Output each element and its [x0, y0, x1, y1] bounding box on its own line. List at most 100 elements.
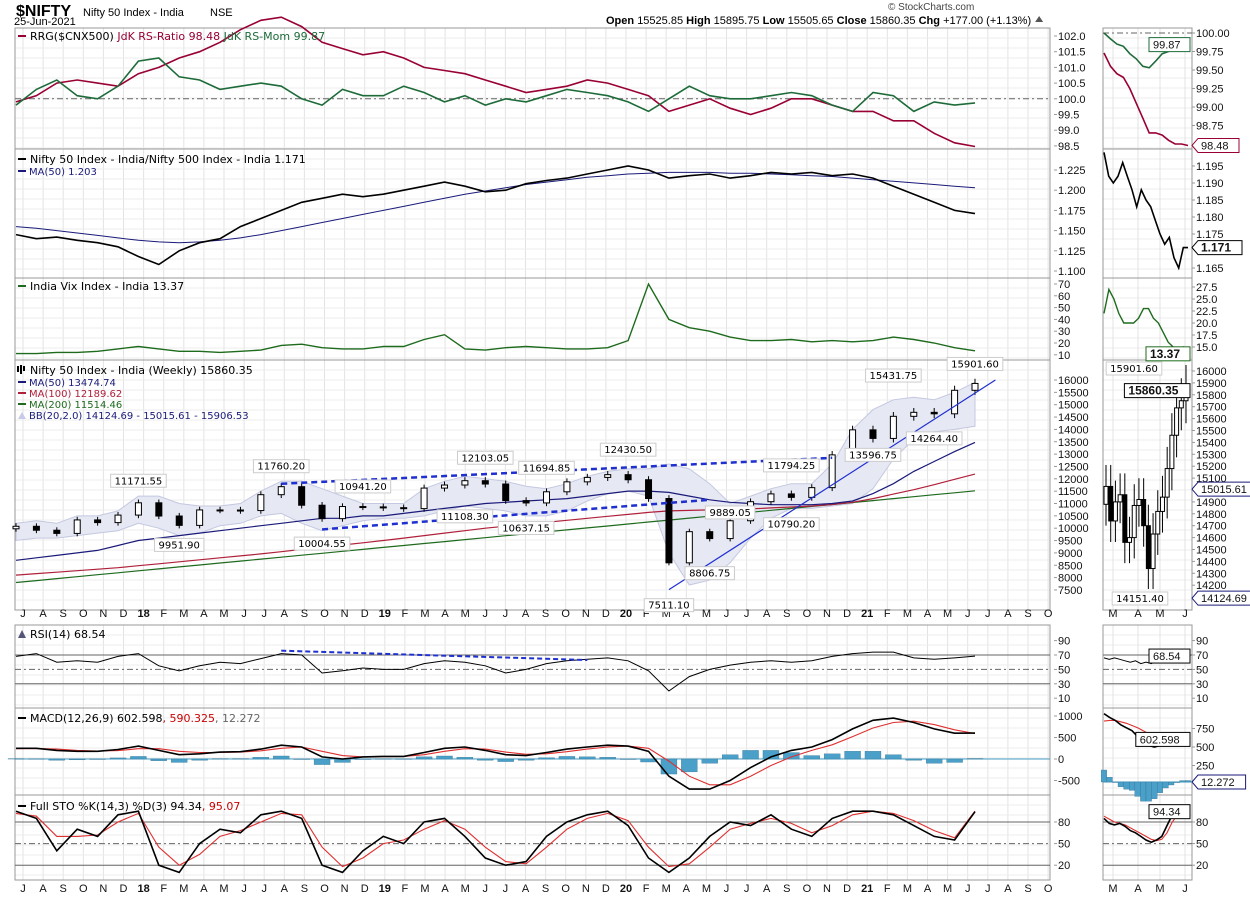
y-tick-label: 102.0 — [1058, 31, 1086, 43]
side-price-candle — [1108, 485, 1114, 522]
legend-swatch-vix — [18, 285, 26, 287]
price-tag: 15015.61 — [1201, 484, 1247, 496]
trendline[interactable] — [321, 498, 710, 531]
price-candle — [236, 509, 244, 512]
price-annotation: 15431.75 — [870, 371, 918, 382]
y-tick-label: 30 — [1058, 326, 1070, 338]
x-tick-label: S — [301, 883, 308, 895]
x-tick-label: J — [724, 608, 730, 620]
price-candle — [767, 493, 775, 503]
macd-hist-tag: 12.272 — [1201, 777, 1235, 789]
chg-value: +177.00 (+1.13%) — [943, 15, 1031, 27]
rs-ratio-line — [15, 16, 976, 148]
price-annotation: 10637.15 — [502, 523, 550, 534]
x-tick-label: F — [884, 608, 891, 620]
x-tick-label: D — [602, 608, 610, 620]
y-tick-label: 1.200 — [1058, 185, 1086, 197]
price-annotation: 12430.50 — [604, 445, 652, 456]
x-tick-label: J — [20, 883, 26, 895]
x-tick-label: O — [79, 608, 88, 620]
y-tick-label: 11000 — [1058, 499, 1088, 511]
y-tick-label: 16000 — [1058, 375, 1089, 387]
x-tick-label: A — [924, 883, 932, 895]
side-macd-histogram-bar — [1117, 781, 1124, 787]
price-annotation: 14264.40 — [910, 434, 958, 445]
price-annotation-box — [763, 517, 820, 532]
side-macd-histogram-bar — [1129, 781, 1135, 791]
macd-histogram-bar — [313, 758, 331, 765]
y-tick-label: 12000 — [1058, 474, 1089, 486]
side-y-tick-label: 15800 — [1196, 390, 1227, 402]
x-tick-label: J — [483, 608, 489, 620]
macd-histogram-bar — [905, 758, 922, 761]
macd-histogram-bar — [640, 758, 657, 763]
legend-swatch-rrg — [18, 35, 26, 37]
x-tick-label: O — [803, 883, 812, 895]
macd-histogram-bar — [191, 758, 208, 761]
price-candle — [624, 474, 632, 481]
side-y-tick-label: 15700 — [1196, 402, 1227, 414]
macd-histogram-bar — [946, 758, 963, 763]
legend-swatch-ma200 — [18, 403, 26, 405]
x-tick-label: O — [803, 608, 812, 620]
side-price-candle — [1169, 434, 1175, 470]
macd-histogram-bar — [926, 758, 943, 764]
y-tick-label: 0 — [1058, 754, 1064, 766]
side-y-tick-label: 22.5 — [1196, 306, 1217, 318]
side-y-tick-label: 14800 — [1196, 509, 1227, 521]
macd-histogram-bar — [721, 754, 739, 760]
price-candle — [971, 382, 979, 391]
side-y-tick-label: 90 — [1196, 636, 1208, 648]
rsi-trendline[interactable] — [281, 649, 588, 662]
x-tick-label: N — [341, 883, 349, 895]
price-candle — [134, 502, 142, 516]
macd-histogram-bar — [109, 757, 127, 760]
price-candle — [94, 519, 102, 524]
x-tick-label: O — [1044, 608, 1053, 620]
price-candle — [502, 483, 510, 502]
rs-mom-tag-box — [1148, 37, 1191, 53]
rsi-tag: 68.54 — [1153, 651, 1181, 663]
side-price-candle — [1112, 501, 1118, 522]
y-tick-label: -500 — [1058, 776, 1080, 788]
side-price-annotation: 15901.60 — [1110, 364, 1158, 375]
price-annotation-box — [293, 536, 351, 551]
price-annotation-box — [905, 431, 963, 446]
price-annotation: 11108.30 — [441, 512, 489, 523]
x-tick-label: S — [60, 608, 67, 620]
chg-label: Chg — [919, 15, 940, 27]
x-tick-label: F — [160, 608, 167, 620]
x-tick-label: J — [965, 608, 971, 620]
price-annotation: 13596.75 — [849, 450, 897, 461]
side-y-tick-label: 15.0 — [1196, 342, 1217, 354]
price-annotation-box — [334, 479, 392, 494]
ratio-tag-box — [1191, 240, 1243, 256]
x-tick-label: S — [542, 883, 549, 895]
y-tick-label: 50 — [1058, 303, 1070, 315]
macd-signal-line — [15, 720, 976, 786]
side-price-candle — [1127, 537, 1133, 543]
trendline[interactable] — [668, 379, 996, 591]
side-macd-histogram-bar — [1179, 780, 1186, 783]
price-candle — [828, 454, 836, 489]
side-y-tick-label: 99.50 — [1196, 65, 1224, 77]
price-candle — [420, 487, 428, 510]
x-tick-label: M — [179, 883, 188, 895]
up-triangle-icon — [1035, 16, 1044, 22]
macd-histogram-bar — [211, 758, 229, 760]
y-tick-label: 99.5 — [1058, 110, 1079, 122]
side-y-tick-label: 100.00 — [1196, 28, 1230, 40]
x-tick-label: 21 — [861, 883, 873, 895]
x-tick-label: S — [542, 608, 549, 620]
side-macd-histogram-bar — [1173, 781, 1180, 783]
side-price-annotation-box — [1105, 361, 1163, 376]
price-annotation: 9951.90 — [159, 540, 200, 551]
y-tick-label: 99.0 — [1058, 125, 1079, 137]
side-price-annotation-box — [1111, 591, 1169, 606]
ma50-line — [15, 441, 976, 561]
x-tick-label: J — [744, 883, 750, 895]
legend-price: Nifty 50 Index - India (Weekly) 15860.35 — [30, 364, 253, 377]
x-tick-label: M — [662, 883, 671, 895]
watermark: © StockCharts.com — [888, 2, 974, 13]
